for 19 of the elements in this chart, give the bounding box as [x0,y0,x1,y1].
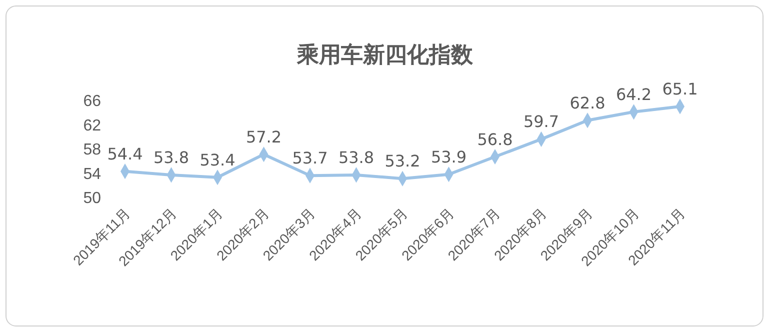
data-label: 53.4 [200,150,236,170]
data-label: 62.8 [570,93,606,112]
data-label: 53.9 [430,147,467,166]
y-tick-label: 50 [83,190,102,208]
data-label: 57.2 [246,127,282,146]
y-tick-label: 54 [83,166,102,183]
data-label: 56.8 [477,130,513,149]
data-label: 53.7 [292,148,328,168]
y-tick-label: 62 [83,117,102,134]
data-label: 64.2 [616,84,652,104]
data-label: 53.8 [338,148,374,167]
y-tick-label: 66 [83,93,102,110]
data-label: 59.7 [523,112,560,132]
chart-title: 乘用车新四化指数 [296,42,474,68]
data-label: 53.8 [153,148,190,167]
data-label: 65.1 [662,79,698,98]
data-label: 53.2 [384,152,420,171]
data-label: 54.4 [107,144,143,164]
y-tick-label: 58 [83,142,102,159]
